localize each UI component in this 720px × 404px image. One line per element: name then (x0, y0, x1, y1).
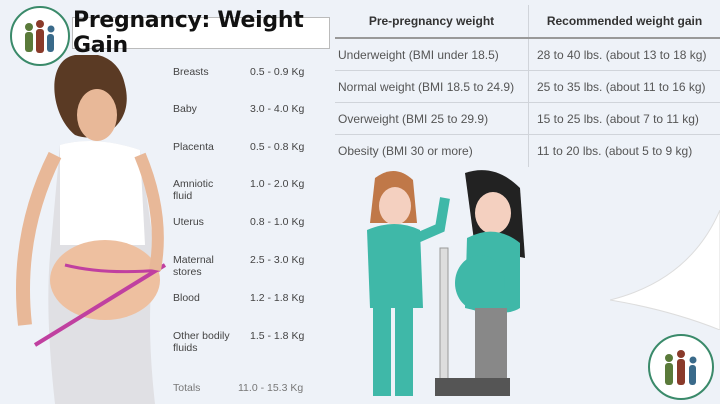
pregnant-woman-photo (16, 55, 167, 404)
table-row: Obesity (BMI 30 or more) 11 to 20 lbs. (a… (335, 135, 720, 167)
table-row: Normal weight (BMI 18.5 to 24.9) 25 to 35… (335, 71, 720, 103)
table-header: Pre-pregnancy weight Recommended weight g… (335, 5, 720, 39)
page-title: Pregnancy: Weight Gain (72, 8, 330, 58)
table-row: Overweight (BMI 25 to 29.9) 15 to 25 lbs.… (335, 103, 720, 135)
logo-icon (648, 334, 714, 400)
logo-icon (10, 6, 70, 66)
nurse-weighing-illustration (367, 170, 525, 396)
page-curl-decoration (610, 210, 720, 330)
table-row: Underweight (BMI under 18.5) 28 to 40 lbs… (335, 39, 720, 71)
weight-gain-table: Pre-pregnancy weight Recommended weight g… (335, 5, 720, 167)
